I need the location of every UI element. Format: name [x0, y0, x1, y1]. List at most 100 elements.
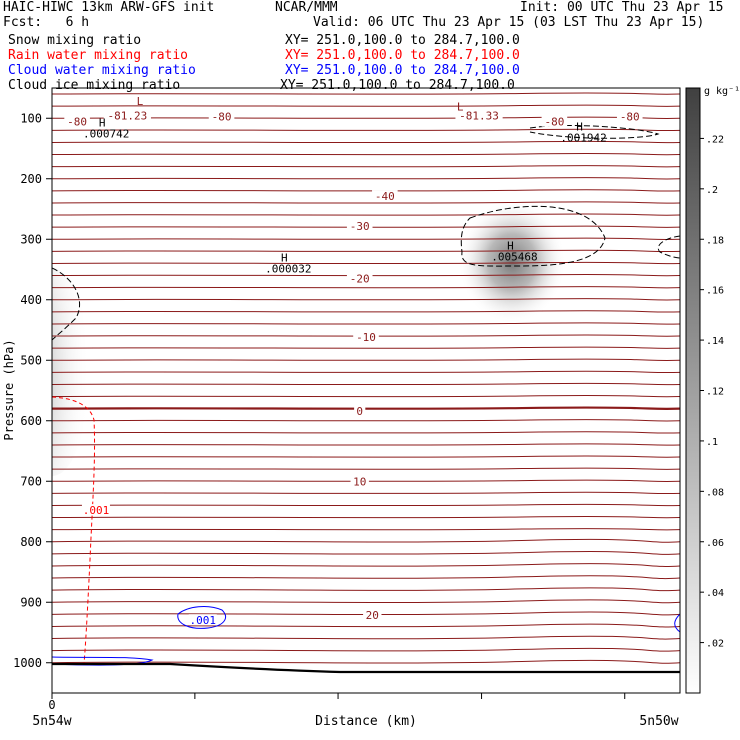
x-axis: 0 — [48, 693, 626, 712]
isotherm-line — [52, 152, 680, 156]
valid-time: Valid: 06 UTC Thu 23 Apr 15 (03 LST Thu … — [313, 15, 705, 30]
isotherm-line — [52, 647, 680, 652]
rain-field-label: Rain water mixing ratio — [8, 48, 189, 63]
extremum-value: .001942 — [560, 131, 606, 144]
colorbar-tick-label: .06 — [706, 538, 724, 549]
x-end-label: 5n50w — [639, 714, 678, 729]
forecast-hour: Fcst: 6 h — [3, 15, 90, 30]
isotherm-label: -30 — [350, 220, 370, 233]
snow-field-xy: XY= 251.0,100.0 to 284.7,100.0 — [285, 33, 520, 48]
isotherm-line — [52, 406, 680, 410]
isotherm-line — [52, 346, 680, 349]
isotherm-line — [52, 611, 680, 616]
extremum-marker: H — [507, 240, 514, 253]
isotherm-line — [52, 431, 680, 434]
isotherm-line — [52, 189, 680, 192]
isotherm-line — [52, 528, 680, 531]
isotherm-line — [52, 322, 680, 325]
isotherm-line — [52, 104, 680, 107]
y-tick-label: 400 — [20, 293, 42, 307]
cloudwater-field-xy: XY= 251.0,100.0 to 284.7,100.0 — [285, 63, 520, 78]
isotherm-line — [52, 538, 680, 543]
x-tick-label: 0 — [48, 698, 55, 712]
extremum-marker: L — [457, 100, 464, 113]
y-tick-label: 900 — [20, 595, 42, 609]
isotherm-line — [52, 467, 680, 470]
cloud-ice-contour — [657, 235, 680, 259]
cloud-water-contour — [52, 656, 154, 666]
isotherm-line — [52, 479, 680, 482]
isotherm-line — [52, 261, 680, 265]
y-axis: 100 200 300 400 500 600 700 800 900 1000 — [13, 111, 52, 670]
isotherm-line — [52, 599, 680, 604]
cloudice-field-xy: XY= 251.0,100.0 to 284.7,100.0 — [280, 78, 515, 93]
colorbar-tick-label: .2 — [706, 185, 718, 196]
temperature-contours — [52, 92, 680, 664]
isotherm-label: 0 — [356, 405, 363, 418]
extremum-marker: L — [137, 95, 144, 108]
plot-area: -80 -81.23 -80 -81.33 -80 -80 -40 -30 -20 -10 0 10 2… — [52, 92, 680, 674]
chart-org: NCAR/MMM — [275, 0, 338, 15]
isotherm-line — [52, 394, 680, 398]
snow-field-label: Snow mixing ratio — [8, 33, 142, 48]
isotherm-line — [52, 237, 680, 240]
isotherm-line — [52, 443, 680, 446]
isotherm-label: -80 — [544, 116, 564, 129]
y-tick-label: 100 — [20, 111, 42, 125]
extremum-marker: H — [281, 252, 288, 265]
isotherm-line — [52, 177, 680, 180]
extremum-value: .000032 — [265, 263, 311, 276]
extremum-marker: H — [99, 117, 106, 130]
cloud-water-contour — [177, 606, 226, 629]
isotherm-label-bg — [103, 109, 151, 121]
isotherm-line — [52, 623, 680, 628]
colorbar-gradient — [685, 87, 701, 694]
isotherm-label-bg — [346, 272, 373, 284]
x-axis-label: Distance (km) — [315, 714, 417, 729]
isotherm-line — [52, 370, 680, 374]
isotherm-line — [52, 201, 680, 204]
isotherm-label-bg — [363, 608, 382, 620]
isotherm-label-bg — [353, 331, 379, 343]
isotherm-line — [52, 165, 680, 168]
isotherm-label: -80 — [212, 110, 232, 123]
isotherm-label-bg — [455, 109, 503, 121]
isotherm-line — [52, 551, 680, 555]
field-label-bg — [81, 504, 110, 516]
extremum-value: .005468 — [491, 251, 537, 264]
cloudice-field-label: Cloud ice mixing ratio — [8, 78, 181, 93]
isotherm-label: -10 — [356, 331, 376, 344]
isotherm-line — [52, 140, 680, 144]
isotherm-line — [52, 334, 680, 337]
cloud-ice-contour — [52, 267, 81, 341]
isotherm-line — [52, 515, 680, 519]
isotherm-label-bg — [346, 219, 373, 231]
isotherm-line — [52, 128, 680, 132]
y-axis-label: Pressure (hPa) — [2, 339, 16, 440]
isotherm-label: -81.23 — [107, 110, 147, 123]
colorbar-tick-label: .08 — [706, 487, 724, 498]
extremum-value: .000742 — [83, 128, 129, 141]
chart-title: HAIC-HIWC 13km ARW-GFS init — [3, 0, 215, 15]
isotherm-line — [52, 213, 680, 216]
isotherm-line — [52, 635, 680, 640]
isotherm-line — [52, 587, 680, 592]
field-contour-label: .001 — [83, 504, 110, 517]
colorbar: g kg⁻¹ .02 .04 .06 .08 .1 .12 .14 .16 .18 .2 .22 — [685, 86, 740, 694]
isotherm-label: 10 — [353, 476, 366, 489]
colorbar-tick-label: .1 — [706, 437, 718, 448]
colorbar-tick-label: .16 — [706, 286, 724, 297]
isotherm-label-bg — [616, 110, 643, 122]
isotherm-line — [52, 491, 680, 495]
isotherm-line — [52, 419, 680, 422]
isotherm-line — [52, 225, 680, 228]
y-tick-label: 1000 — [13, 656, 42, 670]
colorbar-tick-label: .04 — [706, 588, 724, 599]
isotherm-line — [52, 503, 680, 507]
isotherm-label-bg — [208, 110, 235, 122]
colorbar-tick-label: .14 — [706, 336, 724, 347]
colorbar-tick-label: .18 — [706, 235, 724, 246]
isotherm-label-bg — [64, 115, 90, 127]
y-tick-label: 800 — [20, 535, 42, 549]
cloud-water-contour — [674, 613, 680, 633]
